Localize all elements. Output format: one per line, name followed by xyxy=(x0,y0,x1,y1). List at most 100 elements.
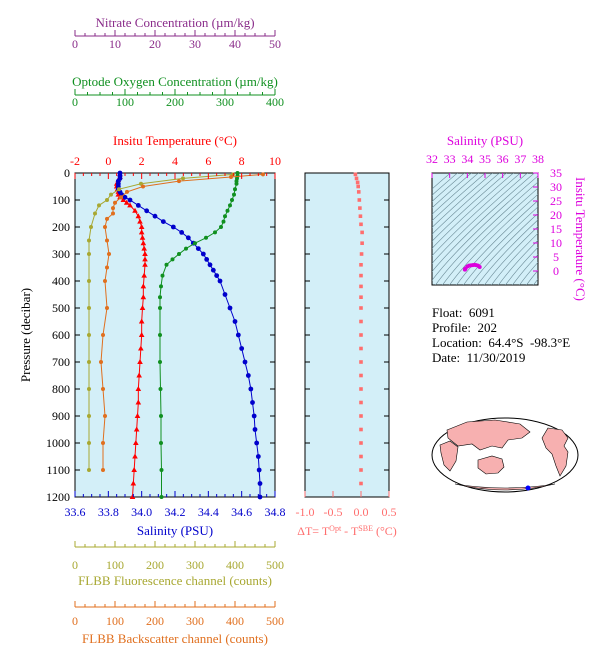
delta-t-axis-title-part: Opt xyxy=(329,524,342,533)
backscatter-point xyxy=(103,279,107,283)
backscatter-point xyxy=(105,265,109,270)
backscatter-point xyxy=(101,441,105,445)
density-contour xyxy=(519,261,538,285)
backscatter-tick-label: 200 xyxy=(146,614,164,628)
salinity-point xyxy=(235,332,241,338)
temperature-point xyxy=(142,261,148,267)
oxygen-point xyxy=(164,262,169,267)
backscatter-tick-label: 500 xyxy=(266,614,284,628)
oxygen-point xyxy=(159,284,163,289)
salinity-tick-label: 33.8 xyxy=(98,505,119,519)
temperature-point xyxy=(141,272,147,278)
salinity-tick-label: 33.6 xyxy=(65,505,86,519)
ts-temperature-tick-label: 10 xyxy=(550,236,562,250)
map-land-asia xyxy=(446,419,531,451)
temperature-point xyxy=(127,202,133,208)
temperature-point xyxy=(132,207,138,213)
backscatter-point xyxy=(105,238,109,243)
density-contour xyxy=(432,173,486,222)
nitrate-tick-label: 50 xyxy=(269,37,281,51)
temperature-point xyxy=(137,218,143,224)
temperature-point xyxy=(120,197,127,202)
temperature-point xyxy=(139,305,146,310)
temperature-point xyxy=(135,399,142,405)
delta-t-point xyxy=(359,346,363,351)
fluorescence-tick-label: 500 xyxy=(266,558,284,572)
pressure-tick-label: 800 xyxy=(52,382,70,396)
fluorescence-point xyxy=(181,176,185,181)
delta-t-point xyxy=(359,295,363,299)
delta-t-point xyxy=(359,454,363,459)
salinity-point xyxy=(185,235,191,241)
temperature-point xyxy=(129,494,136,499)
salinity-point xyxy=(214,273,220,278)
delta-t-point xyxy=(359,427,363,432)
delta-t-panel: -1.0 -0.5 0.0 0.5 ΔT= TOpt - TSBE (°C) xyxy=(296,172,397,538)
temperature-tick-label: 10 xyxy=(269,154,281,168)
ts-diagram-panel: 32 33 34 35 36 37 38 Salinity (PSU) 051015202530… xyxy=(426,133,588,301)
profile-number: Profile: 202 xyxy=(432,320,497,335)
delta-t-x-tick-label: -1.0 xyxy=(296,505,315,519)
fluorescence-point xyxy=(87,238,91,243)
salinity-point xyxy=(252,427,258,432)
oxygen-point xyxy=(234,181,239,186)
temperature-point xyxy=(130,480,137,486)
backscatter-point xyxy=(119,195,123,200)
density-contour xyxy=(470,212,538,285)
delta-t-point xyxy=(359,222,363,227)
ts-temperature-tick-label: 15 xyxy=(550,222,562,236)
density-contour xyxy=(463,206,538,285)
salinity-point xyxy=(170,224,176,230)
float-id: Float: 6091 xyxy=(432,305,495,320)
ts-salinity-tick-label: 37 xyxy=(514,152,526,166)
delta-t-point xyxy=(353,172,358,177)
density-contour xyxy=(432,173,465,202)
ts-temperature-tick-label: 30 xyxy=(550,180,562,194)
pressure-tick-label: 700 xyxy=(52,355,70,369)
main-series-group xyxy=(87,170,265,500)
fluorescence-point xyxy=(87,360,91,364)
pressure-tick-label: 300 xyxy=(52,247,70,261)
nitrate-tick-label: 30 xyxy=(189,37,201,51)
ts-salinity-tick-label: 35 xyxy=(479,152,491,166)
salinity-point xyxy=(210,267,216,273)
density-contour xyxy=(432,173,479,215)
oxygen-tick-label: 300 xyxy=(216,95,234,109)
fluorescence-point xyxy=(87,306,91,310)
fluorescence-point xyxy=(87,333,91,337)
ts-temperature-tick-label: 0 xyxy=(553,264,559,278)
backscatter-point xyxy=(125,189,129,194)
ts-salinity-tick-label: 34 xyxy=(461,152,473,166)
fluorescence-point xyxy=(87,468,91,472)
pressure-tick-label: 900 xyxy=(52,409,70,423)
delta-t-point xyxy=(359,360,363,364)
pressure-axis-title: Pressure (decibar) xyxy=(18,288,33,382)
backscatter-tick-label: 400 xyxy=(226,614,244,628)
salinity-axis-title: Salinity (PSU) xyxy=(137,523,213,538)
backscatter-point xyxy=(103,414,107,418)
temperature-point xyxy=(135,386,142,391)
delta-t-point xyxy=(357,198,362,202)
backscatter-axis-title: FLBB Backscatter channel (counts) xyxy=(82,631,268,646)
salinity-tick-label: 34.8 xyxy=(265,505,286,519)
backscatter-point xyxy=(141,184,145,189)
oxygen-point xyxy=(170,257,175,262)
oxygen-point xyxy=(213,230,217,235)
density-contour xyxy=(477,219,538,285)
temperature-tick-label: 6 xyxy=(205,154,211,168)
salinity-point xyxy=(242,359,248,365)
ts-salinity-axis-title: Salinity (PSU) xyxy=(447,133,523,148)
density-contour xyxy=(442,187,538,285)
oxygen-point xyxy=(159,441,163,445)
delta-t-point xyxy=(358,214,363,218)
density-contours xyxy=(432,173,538,285)
backscatter-tick-label: 300 xyxy=(186,614,204,628)
temperature-point xyxy=(139,234,146,240)
backscatter-point xyxy=(177,179,181,184)
oxygen-tick-label: 0 xyxy=(72,95,78,109)
delta-t-axis-title-part: ΔT= T xyxy=(297,524,330,538)
salinity-point xyxy=(245,373,251,378)
temperature-point xyxy=(133,440,139,445)
backscatter-point xyxy=(111,211,115,216)
